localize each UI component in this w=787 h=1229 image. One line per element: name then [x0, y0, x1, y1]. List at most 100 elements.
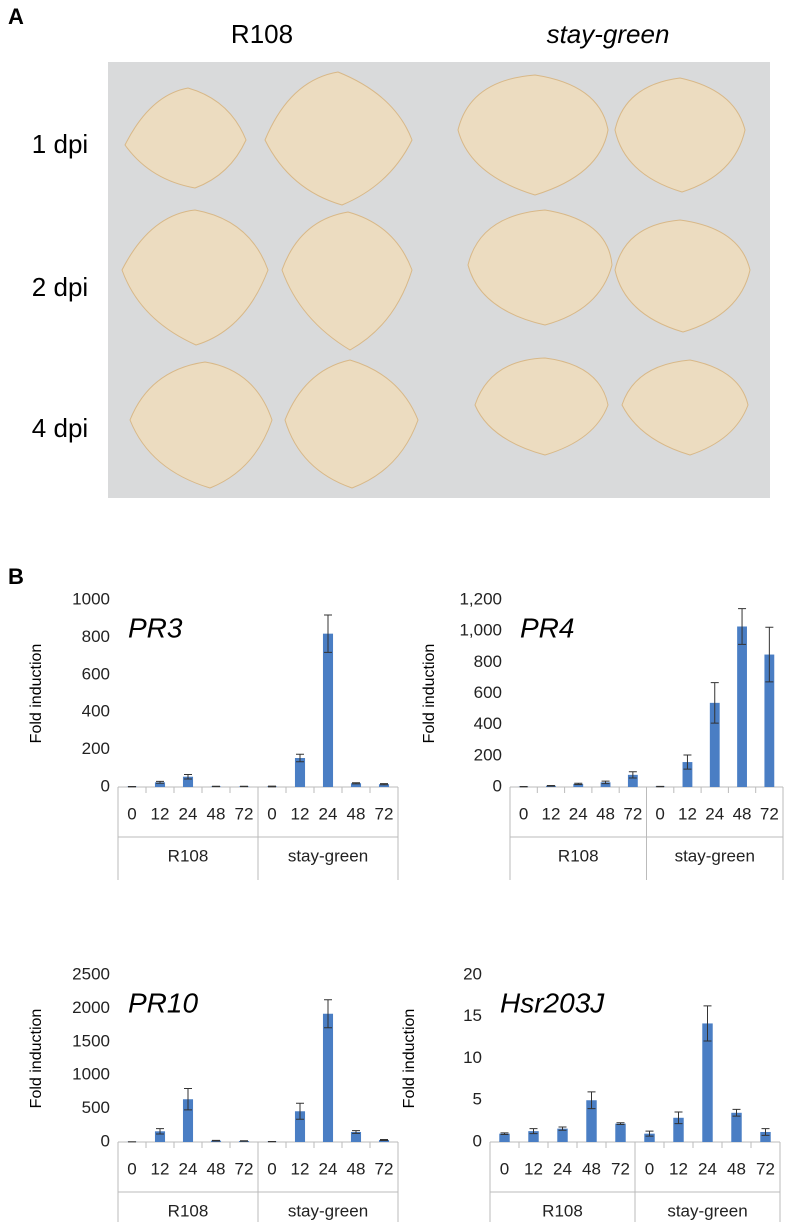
- y-tick-label: 800: [474, 652, 502, 671]
- error-bar: [674, 1111, 683, 1125]
- group-label: R108: [168, 846, 209, 865]
- x-tick-label: 24: [179, 1159, 198, 1178]
- error-bar: [703, 1005, 712, 1042]
- x-tick-label: 24: [705, 804, 724, 823]
- x-tick-label: 24: [569, 804, 588, 823]
- error-bar: [574, 782, 583, 786]
- bar: [760, 1131, 771, 1142]
- bar: [615, 1123, 626, 1142]
- column-label: stay-green: [547, 19, 670, 49]
- bar: [294, 1111, 306, 1142]
- bar: [528, 1131, 539, 1142]
- x-tick-label: 48: [582, 1159, 601, 1178]
- bar: [627, 774, 638, 787]
- bar: [731, 1112, 742, 1142]
- y-tick-label: 600: [82, 664, 110, 683]
- y-tick-label: 600: [474, 683, 502, 702]
- chart-title: PR3: [128, 612, 183, 643]
- bar: [154, 1131, 166, 1142]
- x-tick-label: 12: [151, 804, 170, 823]
- error-bar: [324, 614, 332, 653]
- y-axis-label: Fold induction: [401, 1009, 418, 1109]
- x-tick-label: 24: [698, 1159, 717, 1178]
- column-label: R108: [231, 19, 293, 49]
- x-tick-label: 48: [207, 1159, 226, 1178]
- y-tick-label: 10: [463, 1048, 482, 1067]
- x-tick-label: 48: [207, 804, 226, 823]
- group-label: R108: [542, 1201, 583, 1220]
- x-tick-label: 12: [669, 1159, 688, 1178]
- error-bar: [352, 782, 360, 785]
- y-tick-label: 0: [473, 1131, 482, 1150]
- error-bar: [500, 1132, 509, 1135]
- error-bar: [380, 1138, 388, 1142]
- group-label: stay-green: [288, 846, 368, 865]
- bar: [644, 1133, 655, 1142]
- error-bar: [296, 753, 304, 763]
- bar: [378, 784, 390, 787]
- bar: [673, 1117, 684, 1142]
- error-bar: [558, 1126, 567, 1131]
- error-bar: [184, 773, 192, 780]
- error-bar: [184, 1088, 192, 1111]
- x-tick-label: 48: [596, 804, 615, 823]
- x-tick-label: 48: [733, 804, 752, 823]
- error-bar: [324, 999, 332, 1029]
- group-label: stay-green: [667, 1201, 747, 1220]
- x-tick-label: 72: [611, 1159, 630, 1178]
- error-bar: [710, 682, 719, 724]
- x-tick-label: 72: [235, 1159, 254, 1178]
- error-bar: [380, 783, 388, 786]
- x-tick-label: 12: [291, 1159, 310, 1178]
- bar: [350, 1131, 362, 1142]
- y-axis-label: Fold induction: [28, 644, 45, 744]
- y-tick-label: 2500: [72, 964, 110, 983]
- bar: [764, 654, 775, 787]
- x-tick-label: 0: [500, 1159, 509, 1178]
- y-tick-label: 5: [473, 1090, 482, 1109]
- row-label: 2 dpi: [32, 272, 88, 302]
- error-bar: [732, 1108, 741, 1117]
- error-bar: [296, 1102, 304, 1120]
- x-tick-label: 0: [267, 1159, 276, 1178]
- y-tick-label: 200: [82, 739, 110, 758]
- bar: [557, 1128, 568, 1142]
- bar: [600, 782, 611, 787]
- error-bar: [156, 1128, 164, 1135]
- x-tick-label: 0: [645, 1159, 654, 1178]
- x-tick-label: 0: [127, 804, 136, 823]
- x-tick-label: 0: [519, 804, 528, 823]
- bar: [322, 1013, 334, 1142]
- error-bar: [761, 1128, 770, 1136]
- error-bar: [645, 1130, 654, 1137]
- error-bar: [240, 1140, 248, 1142]
- chart-title: Hsr203J: [500, 987, 605, 1018]
- panel-label: B: [8, 564, 24, 589]
- bar: [499, 1133, 510, 1142]
- photo: [108, 62, 770, 498]
- bar: [586, 1100, 597, 1142]
- y-tick-label: 500: [82, 1098, 110, 1117]
- y-axis-label: Fold induction: [28, 1009, 45, 1109]
- error-bar: [546, 784, 555, 787]
- x-tick-label: 24: [319, 1159, 338, 1178]
- group-label: R108: [558, 846, 599, 865]
- bar: [182, 1099, 194, 1142]
- error-bar: [765, 626, 774, 683]
- x-tick-label: 12: [151, 1159, 170, 1178]
- group-label: R108: [168, 1201, 209, 1220]
- y-tick-label: 0: [101, 776, 110, 795]
- y-tick-label: 1000: [72, 1065, 110, 1084]
- error-bar: [268, 785, 276, 788]
- y-axis-label: Fold induction: [421, 644, 438, 744]
- error-bar: [156, 780, 164, 784]
- error-bar: [212, 1139, 220, 1142]
- x-tick-label: 0: [267, 804, 276, 823]
- error-bar: [738, 608, 747, 645]
- y-tick-label: 15: [463, 1006, 482, 1025]
- x-tick-label: 48: [347, 804, 366, 823]
- error-bar: [616, 1122, 625, 1125]
- error-bar: [683, 754, 692, 770]
- bar: [702, 1023, 713, 1142]
- bar: [154, 782, 166, 787]
